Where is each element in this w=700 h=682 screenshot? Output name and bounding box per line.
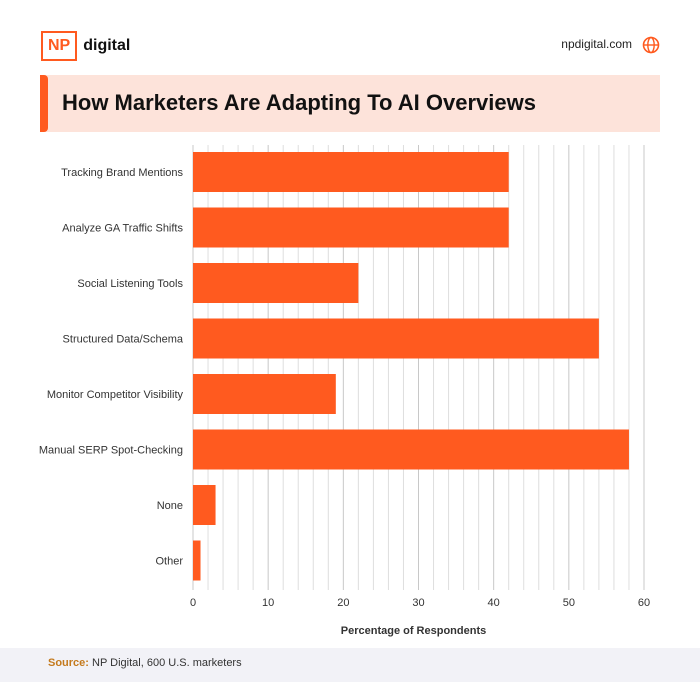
x-tick-label: 30 — [412, 597, 424, 609]
x-axis-label: Percentage of Respondents — [341, 625, 486, 637]
category-label: Analyze GA Traffic Shifts — [62, 223, 183, 235]
source-label: Source: — [48, 657, 89, 669]
x-tick-label: 50 — [563, 597, 575, 609]
source-line: Source: NP Digital, 600 U.S. marketers — [48, 657, 242, 669]
bar-4 — [193, 374, 336, 414]
category-label: Manual SERP Spot-Checking — [39, 445, 183, 457]
bar-0 — [193, 152, 509, 192]
bar-3 — [193, 318, 599, 359]
bar-1 — [193, 207, 509, 248]
logo-box: NP — [41, 31, 78, 61]
bar-chart: Tracking Brand Mentions Analyze GA Traffi… — [39, 145, 650, 637]
x-tick-label: 40 — [488, 597, 500, 609]
title-accent — [40, 75, 48, 132]
chart-title: How Marketers Are Adapting To AI Overvie… — [62, 90, 536, 115]
title-band: How Marketers Are Adapting To AI Overvie… — [40, 75, 660, 132]
bar-6 — [193, 485, 216, 525]
site-url[interactable]: npdigital.com — [561, 37, 632, 51]
logo-text: digital — [83, 37, 131, 54]
category-label: Tracking Brand Mentions — [61, 167, 183, 179]
x-tick-label: 60 — [638, 597, 650, 609]
bar-2 — [193, 263, 359, 303]
globe-icon — [642, 36, 660, 54]
x-tick-label: 0 — [190, 597, 196, 609]
category-label: Structured Data/Schema — [63, 334, 184, 346]
bar-7 — [193, 540, 201, 581]
category-label: None — [157, 500, 183, 512]
x-tick-label: 10 — [262, 597, 274, 609]
category-label: Monitor Competitor Visibility — [47, 389, 184, 401]
np-digital-logo: NP digital — [41, 31, 130, 61]
source-text: NP Digital, 600 U.S. marketers — [88, 657, 242, 669]
x-tick-label: 20 — [337, 597, 349, 609]
footer: Source: NP Digital, 600 U.S. marketers — [0, 648, 700, 682]
bar-5 — [193, 429, 629, 470]
category-label: Other — [155, 556, 183, 568]
category-label: Social Listening Tools — [77, 278, 183, 290]
